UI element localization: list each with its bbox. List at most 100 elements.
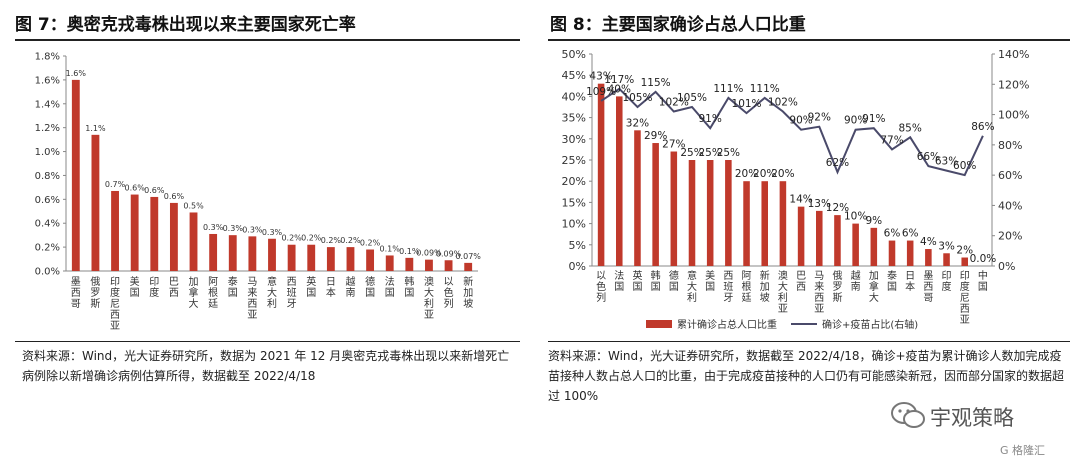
data-label: 0.2% (340, 236, 361, 245)
x-tick-label: 印度 (149, 276, 159, 299)
data-label: 0.2% (301, 234, 322, 243)
line-data-label: 62% (826, 157, 849, 169)
y-tick-label: 0.8% (35, 171, 60, 182)
x-tick-label: 法国 (614, 269, 624, 293)
figure-7-panel: 图 7：奥密克戎毒株出现以来主要国家死亡率 0.0% 0.2% 0.4% 0.6% 0.… (0, 0, 530, 466)
line-data-label: 90% (789, 115, 812, 127)
left-y-tick-label: 40% (562, 90, 586, 103)
x-tick-label: 泰国 (228, 275, 238, 299)
x-tick-label: 日本 (326, 277, 336, 299)
x-tick-label: 印度尼西亚 (110, 276, 120, 332)
bar (725, 160, 732, 266)
bar (852, 223, 859, 266)
bar (366, 249, 375, 271)
data-label: 1.1% (85, 124, 106, 133)
x-tick-label: 英国 (306, 275, 316, 299)
x-tick-label: 越南 (345, 275, 355, 299)
y-tick-label: 1.8% (35, 52, 60, 63)
x-tick-label: 墨西哥 (923, 270, 933, 304)
figure-7-title: 图 7：奥密克戎毒株出现以来主要国家死亡率 (15, 15, 356, 35)
bar-data-label: 10% (844, 211, 867, 223)
bar (209, 233, 218, 271)
bar-data-label: 25% (680, 147, 703, 159)
bar (130, 194, 139, 271)
bar (706, 160, 714, 266)
line-data-label: 102% (768, 97, 798, 109)
data-label: 0.3% (223, 224, 244, 233)
data-label: 0.1% (380, 244, 401, 253)
legend-bar-swatch (646, 320, 672, 328)
line-data-label: 111% (750, 83, 780, 95)
left-y-tick-label: 15% (562, 196, 586, 209)
figure-8-source: 资料来源：Wind，光大证券研究所，数据截至 2022/4/18，确诊+疫苗为累… (548, 349, 1065, 403)
right-y-tick-label: 40% (998, 199, 1022, 212)
bar (943, 253, 950, 266)
bar (616, 96, 623, 267)
figure-7-top-rule (15, 39, 520, 41)
line-data-label: 102% (659, 97, 689, 109)
bar-data-label: 6% (884, 228, 901, 240)
bar (228, 235, 237, 271)
x-tick-label: 澳大利亚 (424, 275, 434, 321)
bar (307, 244, 316, 271)
bar-data-label: 3% (938, 240, 955, 252)
watermark: 宇观策略 (890, 398, 1075, 438)
bar-data-label: 2% (956, 245, 973, 257)
infection-share-combo-chart: 0% 5% 10% 15% 20% 25% 30% 35% 40% 45% 50% 0% 20% 40% 6… (562, 48, 1030, 331)
x-tick-label: 加拿大 (189, 276, 199, 310)
x-tick-label: 墨西哥 (71, 276, 81, 310)
left-y-tick-label: 25% (562, 154, 586, 167)
y-tick-label: 1.6% (35, 75, 60, 86)
x-tick-label: 日本 (905, 271, 915, 293)
bar (169, 202, 178, 271)
bar-data-label: 20% (753, 168, 776, 180)
bar (743, 181, 750, 266)
bar-data-label: 25% (717, 147, 740, 159)
y-tick-label: 0.6% (35, 195, 60, 206)
x-tick-label: 巴西 (796, 270, 806, 293)
y-tick-label: 0.2% (35, 243, 60, 254)
bar (797, 206, 805, 266)
x-tick-label: 德国 (669, 269, 679, 293)
x-tick-label: 越南 (851, 269, 861, 293)
x-tick-label: 阿根廷 (208, 276, 218, 310)
x-tick-label: 以色列 (596, 271, 606, 304)
x-tick-label: 马来西亚 (247, 276, 257, 321)
bar (71, 79, 80, 271)
bar-data-label: 12% (826, 202, 849, 214)
line-data-label: 60% (953, 160, 976, 172)
x-tick-label: 英国 (632, 269, 642, 293)
x-tick-label: 新加坡 (760, 269, 770, 304)
line-data-label: 91% (699, 113, 722, 125)
bar (597, 83, 605, 267)
bar-data-label: 20% (735, 168, 758, 180)
bar (670, 151, 678, 266)
bar (961, 257, 968, 266)
x-tick-label: 德国 (365, 275, 375, 299)
left-y-tick-label: 35% (562, 112, 586, 125)
bar (444, 260, 453, 271)
line-data-label: 117% (604, 74, 634, 86)
bar-data-label: 4% (920, 236, 937, 248)
x-tick-label: 美国 (130, 275, 140, 299)
bar (688, 160, 696, 266)
death-rate-bar-chart: 0.0% 0.2% 0.4% 0.6% 0.8% 1.0% 1.2% 1.4% 1.6% 1.8%… (35, 52, 482, 333)
x-tick-label: 澳大利亚 (778, 269, 788, 315)
x-tick-label: 意大利 (687, 269, 697, 304)
line-data-label: 90% (844, 115, 867, 127)
legend-line-label: 确诊+疫苗占比(右轴) (822, 318, 918, 331)
bar-data-label: 20% (771, 168, 794, 180)
x-tick-label: 法国 (385, 275, 395, 299)
x-tick-label: 加拿大 (869, 270, 879, 304)
bar (425, 259, 433, 271)
line-data-label: 66% (917, 151, 940, 163)
line-data-label: 77% (880, 134, 903, 146)
right-y-tick-label: 60% (998, 169, 1022, 182)
legend-bar-label: 累计确诊占总人口比重 (677, 318, 777, 331)
figure-7-source: 资料来源：Wind，光大证券研究所，数据为 2021 年 12 月奥密克戎毒株出… (22, 349, 510, 383)
line-data-label: 105% (677, 92, 707, 104)
bar-data-label: 43% (589, 71, 612, 83)
line-data-label: 92% (808, 112, 831, 124)
bar (150, 196, 159, 271)
figure-8-top-rule (548, 39, 1070, 41)
